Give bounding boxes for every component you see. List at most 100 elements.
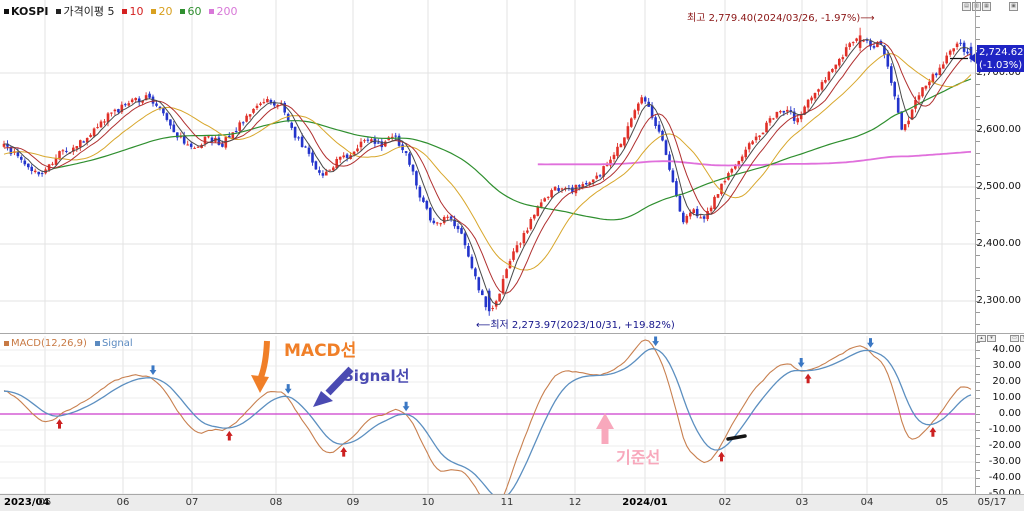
legend-label: 200 [216,4,238,18]
high-annotation: 최고 2,779.40(2024/03/26, -1.97%)⟶ [687,9,875,24]
axis-tick [976,478,980,479]
pane-up-button[interactable]: ▴ [977,335,986,342]
pane-grid-button[interactable]: ▥ [972,2,981,11]
sell-signal-marker [652,336,659,347]
legend-label: 10 [129,4,144,18]
axis-tick [976,414,980,415]
legend-marker-icon [94,341,100,346]
axis-tick [976,398,980,399]
legend-label: 20 [158,4,173,18]
buy-signal-marker [340,447,348,457]
sell-signal-marker [402,401,410,412]
macd-axis-label: -40.00 [988,472,1021,483]
axis-tick [976,350,980,351]
pane-tile-button[interactable]: ▤ [962,2,971,11]
legend-marker-icon [151,8,157,14]
legend-marker-icon [4,8,9,14]
axis-tick [976,430,980,431]
axis-tick [976,164,980,165]
axis-tick [976,374,980,375]
current-price-pointer-icon [969,52,977,64]
chart-toolbar-right: ▣ [1009,2,1018,11]
legend-marker-icon [180,8,186,14]
axis-tick [976,342,980,343]
legend-marker-icon [4,341,9,346]
axis-tick [976,39,980,40]
ma-10-line [3,41,972,294]
macd-axis-label: 10.00 [992,392,1021,403]
axis-tick [976,454,980,455]
sell-signal-marker [867,338,874,348]
legend-item: 20 [151,5,172,18]
time-axis-label: 09 [346,497,360,508]
axis-tick [976,244,980,245]
time-axis-label: 05 [935,497,949,508]
buy-signal-marker [56,419,63,429]
axis-tick [976,290,980,291]
low-annotation-text: 최저 2,273.97(2023/10/31, +19.82%) [490,320,675,331]
axis-tick [976,422,980,423]
candlestick-chart[interactable] [0,0,976,333]
sell-signal-marker [797,358,805,368]
buy-signal-marker [225,430,233,441]
macd-pane-controls-right: ▭ ✕ [1010,335,1024,342]
time-axis-label: 06 [116,497,130,508]
axis-tick [976,358,980,359]
legend-marker-icon [209,8,215,14]
macd-panel: MACD(12,26,9) Signal MACD선 Signal선 기준선 40… [0,335,1024,499]
axis-tick [976,210,980,211]
axis-tick [976,382,980,383]
low-annotation-arrow-icon: ⟵ [476,320,491,331]
pane-maximize-button[interactable]: ▣ [1009,2,1018,11]
chart-toolbar: ▤ ▥ ▦ [962,2,991,11]
macd-axis[interactable]: 40.00 30.00 20.00 10.00 0.00 -10.00 -20.00 -30.… [976,336,1024,499]
axis-tick [976,438,980,439]
legend-label: 가격이평 5 [63,5,115,18]
signal-line-label: Signal선 [343,367,410,385]
low-annotation: ⟵최저 2,273.97(2023/10/31, +19.82%) [476,316,675,331]
pane-minimize-button[interactable]: ▭ [1010,335,1019,342]
time-axis-label: 03 [795,497,809,508]
price-axis-label: 2,700.00 [976,67,1021,78]
macd-axis-label: 30.00 [992,360,1021,371]
macd-axis-label: -10.00 [988,424,1021,435]
price-axis-label: 2,300.00 [976,295,1021,306]
axis-tick [976,141,980,142]
legend-item: 60 [180,5,201,18]
current-price-value: 2,724.62 [979,47,1024,58]
ma-60-line [52,78,972,221]
macd-axis-label: -50.00 [989,488,1021,499]
pane-down-button[interactable]: ▾ [987,335,996,342]
legend-label: Signal [101,338,133,349]
pane-close-button[interactable]: ✕ [1020,335,1024,342]
pane-layout-button[interactable]: ▦ [982,2,991,11]
axis-tick [976,107,980,108]
signal-line [3,348,972,495]
high-annotation-arrow-icon: ⟶ [860,13,875,24]
macd-pane-controls: ▴ ▾ [977,335,996,342]
time-axis-label: 07 [185,497,199,508]
axis-tick [976,96,980,97]
axis-tick [976,267,980,268]
time-axis-label: 2023/04 [4,497,50,508]
axis-tick [976,462,980,463]
axis-tick [976,324,980,325]
macd-legend: MACD(12,26,9) Signal [4,338,133,349]
price-axis-label: 2,400.00 [976,238,1021,249]
axis-tick [976,16,980,17]
time-axis-label: 08 [269,497,283,508]
axis-tick [976,153,980,154]
macd-axis-label: -20.00 [988,440,1021,451]
axis-tick [976,187,980,188]
axis-tick [976,278,980,279]
axis-tick [976,73,980,74]
axis-tick [976,198,980,199]
buy-signal-marker [929,427,937,437]
time-axis[interactable]: 2023/04 05 06 07 08 09 10 11 12 2024/01 02 03 04 05 05… [0,495,1024,511]
macd-line [3,339,972,495]
macd-chart[interactable] [0,336,976,495]
panel-divider[interactable] [0,333,1024,334]
axis-tick [976,84,980,85]
axis-tick [976,486,980,487]
